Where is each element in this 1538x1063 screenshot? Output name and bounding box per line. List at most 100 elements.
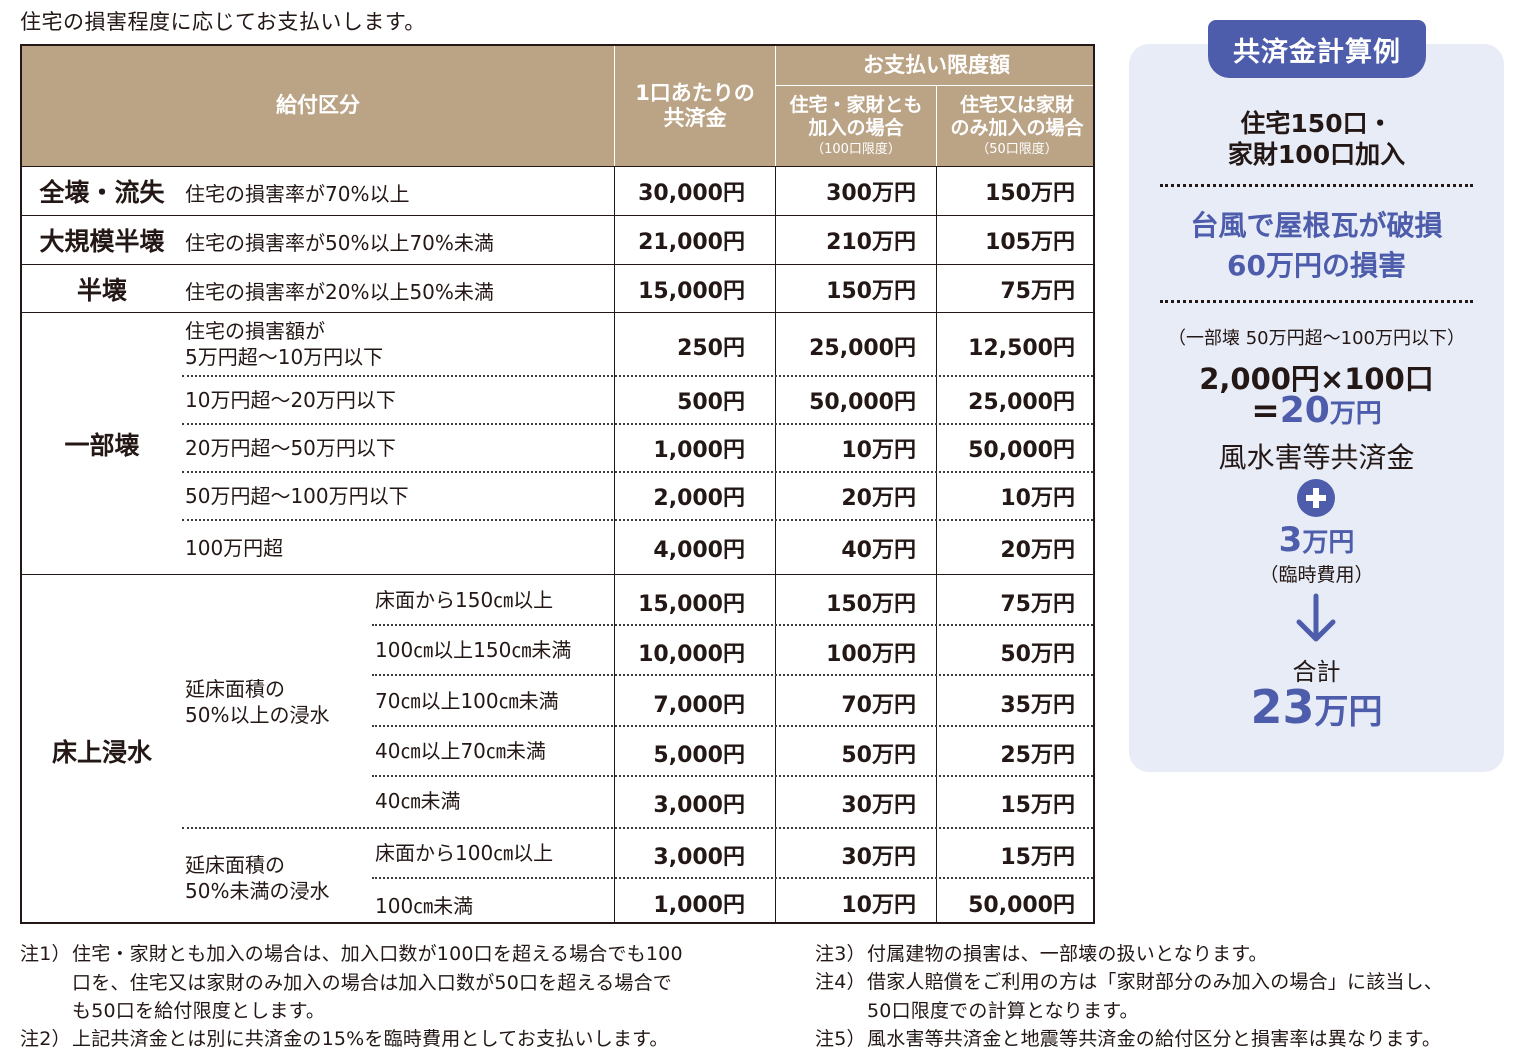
category-shinsui: 床上浸水 — [51, 737, 152, 767]
row-divider — [22, 264, 1093, 265]
header-category: 給付区分 — [22, 46, 614, 166]
desc-ichibu-3: 50万円超〜100万円以下 — [185, 484, 409, 508]
both-limit-cell: 70万円 — [841, 693, 916, 718]
per-unit-cell: 7,000円 — [653, 693, 745, 718]
shinsui-group-2: 延床面積の 50%未満の浸水 — [185, 852, 330, 903]
desc-ichibu-2: 20万円超〜50万円以下 — [185, 436, 396, 460]
example-result: =20万円 — [1251, 390, 1382, 431]
desc-shinsui-5: 床面から100㎝以上 — [375, 841, 554, 865]
both-limit-cell: 30万円 — [841, 845, 916, 870]
per-unit-cell: 1,000円 — [653, 892, 745, 918]
row-divider — [22, 215, 1093, 216]
desc-ichibu-4: 100万円超 — [185, 536, 284, 560]
per-unit-cell: 4,000円 — [653, 538, 745, 563]
both-limit-cell: 50,000円 — [809, 390, 916, 415]
desc-ichibu-1: 10万円超〜20万円以下 — [185, 388, 396, 412]
per-unit-cell: 500円 — [677, 390, 745, 415]
row-divider — [22, 312, 1093, 313]
row-divider — [22, 166, 1093, 167]
example-result-label: 風水害等共済金 — [1218, 441, 1415, 474]
dotted-divider — [182, 827, 1093, 829]
per-unit-cell: 3,000円 — [653, 793, 745, 818]
header-single: 住宅又は家財 のみ加入の場合 （50口限度） — [937, 86, 1093, 166]
both-limit-cell: 100万円 — [826, 642, 916, 667]
dotted-divider — [182, 471, 1093, 473]
single-limit-cell: 150万円 — [985, 181, 1075, 206]
example-total: 23万円 — [1250, 680, 1383, 734]
single-limit-cell: 25,000円 — [968, 390, 1075, 415]
single-limit-cell: 35万円 — [1000, 693, 1075, 718]
per-unit-cell: 1,000円 — [653, 438, 745, 463]
example-extra-label: （臨時費用） — [1259, 564, 1374, 586]
header-divider — [936, 85, 937, 166]
desc-daikibo: 住宅の損害率が50%以上70%未満 — [185, 231, 494, 255]
note-5: 注5）風水害等共済金と地震等共済金の給付区分と損害率は異なります。 — [815, 1028, 1442, 1050]
both-limit-cell: 210万円 — [826, 230, 916, 255]
per-unit-cell: 250円 — [677, 336, 745, 361]
dotted-divider — [372, 877, 1093, 879]
single-limit-cell: 50,000円 — [968, 438, 1075, 463]
single-limit-cell: 15万円 — [1000, 793, 1075, 818]
dotted-divider — [372, 674, 1093, 676]
per-unit-cell: 5,000円 — [653, 743, 745, 768]
note-2: 注2）上記共済金とは別に共済金の15%を臨時費用としてお支払いします。 — [20, 1028, 669, 1050]
example-panel — [1129, 44, 1504, 772]
both-limit-cell: 150万円 — [826, 592, 916, 617]
example-extra: 3万円 — [1278, 520, 1355, 560]
single-limit-cell: 25万円 — [1000, 743, 1075, 768]
header-divider — [614, 46, 615, 166]
header-divider — [775, 85, 1093, 86]
dotted-divider — [182, 423, 1093, 425]
row-divider — [22, 574, 1093, 575]
dotted-divider — [182, 375, 1093, 377]
note-1: 注1）住宅・家財とも加入の場合は、加入口数が100口を超える場合でも100 口を… — [20, 943, 683, 1022]
both-limit-cell: 150万円 — [826, 278, 916, 304]
single-limit-cell: 75万円 — [1000, 592, 1075, 617]
example-total-label: 合計 — [1292, 658, 1341, 686]
column-divider — [936, 166, 937, 922]
benefit-table: 給付区分 1口あたりの 共済金 お支払い限度額 住宅・家財とも 加入の場合 （100口… — [20, 44, 1095, 924]
per-unit-cell: 2,000円 — [653, 486, 745, 511]
per-unit-cell: 3,000円 — [653, 845, 745, 870]
desc-shinsui-3: 40㎝以上70㎝未満 — [375, 739, 546, 763]
plus-icon — [1297, 479, 1335, 517]
header-both: 住宅・家財とも 加入の場合 （100口限度） — [776, 86, 936, 166]
per-unit-cell: 30,000円 — [638, 181, 745, 206]
category-daikibo: 大規模半壊 — [39, 227, 165, 256]
arrow-down-icon — [1296, 593, 1336, 642]
header-per-unit: 1口あたりの 共済金 — [615, 46, 775, 166]
dotted-divider — [182, 519, 1093, 521]
single-limit-cell: 15万円 — [1000, 845, 1075, 870]
both-limit-cell: 40万円 — [841, 538, 916, 563]
shinsui-group-1: 延床面積の 50%以上の浸水 — [185, 676, 330, 727]
single-limit-cell: 50万円 — [1000, 642, 1075, 667]
dotted-divider — [372, 775, 1093, 777]
both-limit-cell: 25,000円 — [809, 336, 916, 361]
desc-shinsui-2: 70㎝以上100㎝未満 — [375, 689, 559, 713]
single-limit-cell: 50,000円 — [968, 892, 1075, 918]
per-unit-cell: 15,000円 — [638, 278, 745, 304]
category-zenkai: 全壊・流失 — [39, 178, 165, 207]
desc-shinsui-0: 床面から150㎝以上 — [375, 588, 554, 612]
column-divider — [614, 166, 615, 922]
desc-hankai: 住宅の損害率が20%以上50%未満 — [185, 279, 494, 304]
dotted-divider — [372, 624, 1093, 626]
intro-text: 住宅の損害程度に応じてお支払いします。 — [20, 10, 426, 34]
dotted-separator — [1160, 184, 1473, 187]
both-limit-cell: 10万円 — [841, 892, 916, 918]
header-divider — [775, 46, 776, 166]
header-limit: お支払い限度額 — [776, 46, 1093, 85]
note-4: 注4）借家人賠償をご利用の方は「家財部分のみ加入の場合」に該当し、 50口限度で… — [815, 971, 1444, 1022]
both-limit-cell: 50万円 — [841, 743, 916, 768]
both-limit-cell: 300万円 — [826, 181, 916, 206]
single-limit-cell: 105万円 — [985, 230, 1075, 255]
desc-ichibu-0: 住宅の損害額が 5万円超〜10万円以下 — [185, 319, 384, 369]
desc-shinsui-6: 100㎝未満 — [375, 893, 474, 918]
desc-shinsui-4: 40㎝未満 — [375, 789, 461, 813]
single-limit-cell: 12,500円 — [968, 336, 1075, 361]
note-3: 注3）付属建物の損害は、一部壊の扱いとなります。 — [815, 943, 1268, 965]
column-divider — [775, 166, 776, 922]
per-unit-cell: 21,000円 — [638, 230, 745, 255]
desc-zenkai: 住宅の損害率が70%以上 — [185, 182, 410, 206]
per-unit-cell: 15,000円 — [638, 592, 745, 617]
